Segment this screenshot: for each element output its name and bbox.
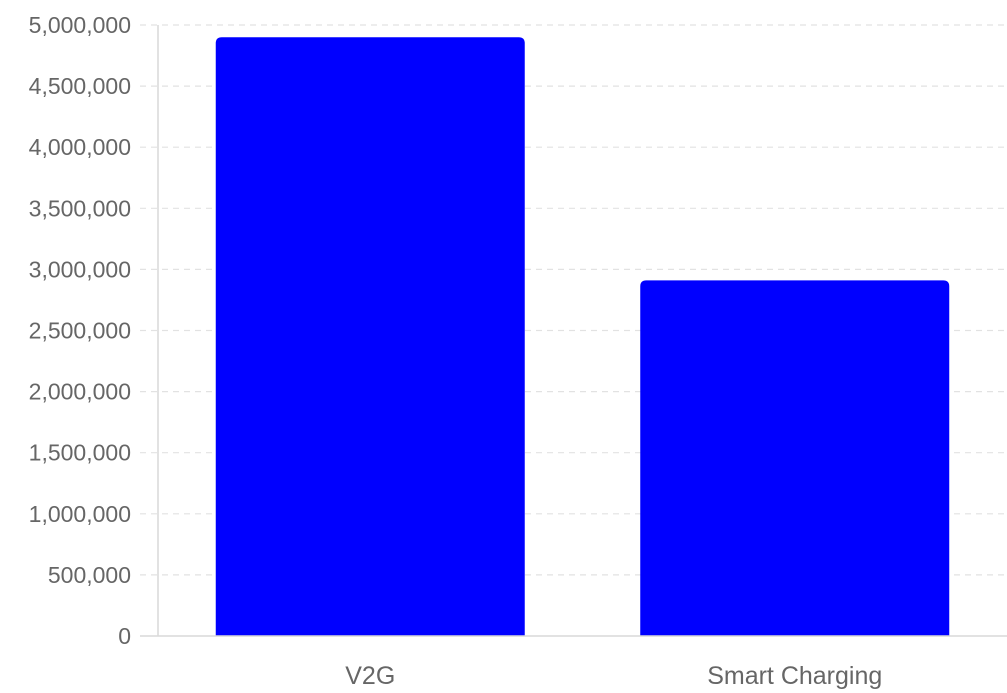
- y-tick-label: 0: [118, 623, 131, 649]
- y-tick-label: 5,000,000: [29, 12, 131, 38]
- y-axis-ticks: 0 500,000 1,000,000 1,500,000 2,000,000 2,500…: [29, 12, 131, 649]
- y-tick-label: 3,500,000: [29, 195, 131, 221]
- x-category-label: V2G: [345, 662, 395, 690]
- y-tick-label: 2,000,000: [29, 379, 131, 405]
- y-tick-label: 4,000,000: [29, 134, 131, 160]
- x-axis-labels: V2G Smart Charging: [345, 662, 882, 690]
- y-tick-label: 3,000,000: [29, 256, 131, 282]
- y-tick-label: 1,000,000: [29, 501, 131, 527]
- y-tick-label: 2,500,000: [29, 318, 131, 344]
- y-tick-label: 4,500,000: [29, 73, 131, 99]
- y-tick-label: 500,000: [48, 562, 131, 588]
- x-category-label: Smart Charging: [707, 662, 882, 690]
- bar-smart-charging[interactable]: [640, 280, 950, 636]
- y-tick-label: 1,500,000: [29, 440, 131, 466]
- bars: [215, 37, 950, 637]
- bar-v2g[interactable]: [215, 37, 525, 637]
